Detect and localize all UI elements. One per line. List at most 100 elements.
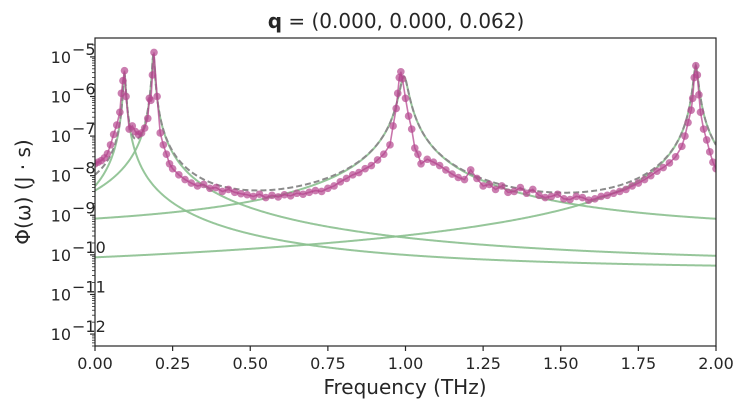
data-point <box>497 182 506 190</box>
data-point <box>442 166 450 174</box>
data-point <box>317 187 326 196</box>
x-axis-ticks: 0.00 0.25 0.50 0.75 1.00 1.25 1.50 1.75 2.00 <box>77 346 734 373</box>
data-point <box>653 167 661 175</box>
measured-spectrum <box>95 48 716 205</box>
y-tick-label: 10 <box>51 87 71 106</box>
data-point <box>584 196 593 205</box>
data-point <box>696 108 705 117</box>
data-point <box>429 158 438 166</box>
x-tick-label: 0.00 <box>77 354 113 373</box>
lorentzian-fit-components <box>95 53 716 267</box>
data-point <box>249 192 258 201</box>
y-tick-exponent: −5 <box>72 40 96 59</box>
data-point <box>187 179 196 187</box>
data-point <box>330 182 338 190</box>
data-point <box>659 163 668 172</box>
data-point <box>367 161 376 170</box>
data-point <box>392 104 400 113</box>
data-point <box>224 185 233 194</box>
y-tick-label: 10 <box>51 127 71 146</box>
data-point <box>479 182 487 190</box>
data-point <box>112 121 121 129</box>
data-point <box>168 164 177 173</box>
data-point <box>671 152 680 161</box>
data-point <box>116 108 124 117</box>
data-point <box>504 188 512 197</box>
data-point <box>547 192 556 201</box>
data-point <box>299 190 307 199</box>
data-point <box>175 171 183 179</box>
data-point <box>485 180 494 189</box>
data-point <box>609 189 618 198</box>
y-tick-exponent: −10 <box>72 238 106 257</box>
data-point <box>454 173 463 182</box>
data-point <box>355 168 363 177</box>
data-point <box>414 150 422 158</box>
data-point <box>591 195 599 203</box>
data-point <box>646 171 655 180</box>
data-point <box>578 193 587 202</box>
data-point <box>140 124 149 132</box>
data-point <box>699 125 708 133</box>
x-tick-label: 0.75 <box>310 354 346 373</box>
x-axis-label: Frequency (THz) <box>323 375 486 399</box>
data-point <box>665 159 674 167</box>
data-point <box>373 156 382 164</box>
data-point <box>324 184 332 193</box>
data-point <box>120 66 129 75</box>
x-tick-label: 1.50 <box>543 354 579 373</box>
data-point <box>109 130 118 139</box>
data-point <box>342 174 351 183</box>
data-point <box>448 170 456 178</box>
data-point <box>681 132 689 140</box>
data-point <box>153 92 161 101</box>
data-point <box>597 192 605 201</box>
data-point <box>159 141 168 149</box>
y-tick-exponent: −11 <box>72 277 106 296</box>
data-point <box>622 185 630 194</box>
y-tick-exponent: −7 <box>72 119 96 138</box>
data-point <box>397 68 405 76</box>
data-point <box>603 191 612 200</box>
y-tick-label: 10 <box>51 167 71 186</box>
y-tick-exponent: −6 <box>72 79 96 98</box>
y-tick-exponent: −8 <box>72 159 96 178</box>
data-point <box>218 187 227 196</box>
chart-title-vector: = (0.000, 0.000, 0.062) <box>282 9 524 33</box>
data-point <box>286 192 295 200</box>
data-point <box>150 48 158 57</box>
data-point <box>553 190 562 199</box>
data-point <box>243 190 251 199</box>
data-point <box>510 187 518 196</box>
data-point <box>516 183 525 192</box>
data-point <box>230 188 239 197</box>
data-point <box>615 187 624 196</box>
data-point <box>712 164 716 173</box>
chart-title: q = (0.000, 0.000, 0.062) <box>268 9 525 33</box>
data-point <box>147 96 155 105</box>
total-fit-curve <box>95 53 716 194</box>
data-point <box>162 150 171 158</box>
x-tick-label: 1.25 <box>465 354 501 373</box>
data-point <box>404 112 413 120</box>
x-tick-label: 1.00 <box>388 354 424 373</box>
y-tick-exponent: −9 <box>72 198 96 217</box>
y-tick-label: 10 <box>51 48 71 67</box>
data-point <box>684 118 692 127</box>
data-point <box>411 144 419 152</box>
data-point <box>199 180 208 189</box>
data-point <box>709 158 716 166</box>
data-point <box>148 71 157 79</box>
data-point <box>491 185 500 194</box>
data-point <box>529 185 537 194</box>
x-tick-label: 0.25 <box>155 354 191 373</box>
fit-component-line-2 <box>95 53 716 257</box>
data-point <box>181 175 189 184</box>
data-point <box>688 94 697 103</box>
data-point <box>237 189 245 198</box>
data-point <box>119 76 127 85</box>
fit-component-line-1 <box>95 72 716 267</box>
data-point <box>423 155 432 164</box>
